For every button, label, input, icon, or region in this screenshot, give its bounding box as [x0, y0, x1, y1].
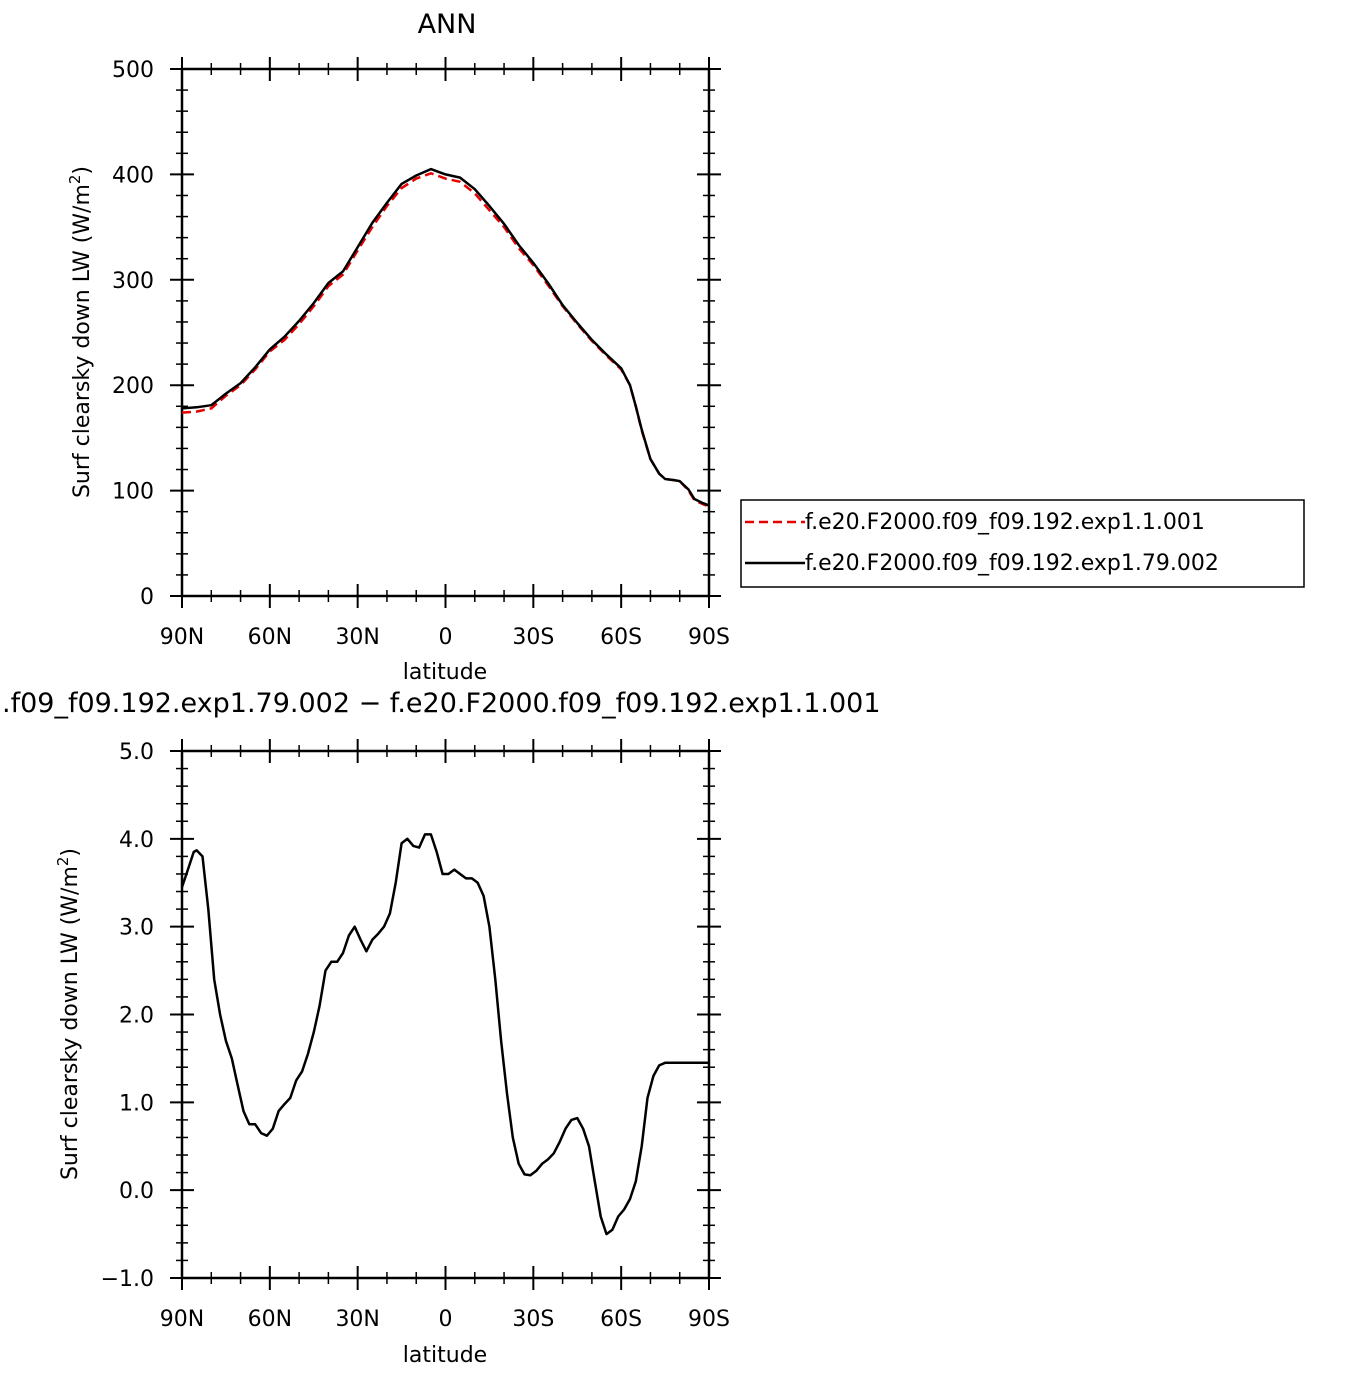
legend-label-exp1-1-001: f.e20.F2000.f09_f09.192.exp1.1.001: [805, 510, 1205, 535]
top-series-line-1: [181, 167, 710, 507]
top-xtick-label-4: 30S: [512, 625, 554, 650]
legend: f.e20.F2000.f09_f09.192.exp1.1.001 f.e20…: [740, 499, 1305, 588]
bottom-chart-ylabel: Surf clearsky down LW (W/m2): [54, 848, 83, 1180]
top-chart-ticks: 0 100 200 300 400 500 90N 60N 30N 0 30S 60S 90S: [112, 57, 730, 650]
bottom-xtick-label-4: 30S: [512, 1307, 554, 1332]
top-ytick-label-4: 400: [112, 163, 154, 188]
top-xtick-label-0: 90N: [160, 625, 204, 650]
top-ytick-label-0: 0: [140, 585, 154, 610]
top-ytick-label-5: 500: [112, 58, 154, 83]
bottom-xtick-label-3: 0: [439, 1307, 453, 1332]
legend-label-exp1-79-002: f.e20.F2000.f09_f09.192.exp1.79.002: [805, 551, 1219, 576]
bottom-ytick-label-2: 1.0: [119, 1091, 154, 1116]
bottom-xtick-label-5: 60S: [600, 1307, 642, 1332]
bottom-series-line-0: [180, 833, 709, 1236]
top-xtick-label-5: 60S: [600, 625, 642, 650]
top-series-line-0: [181, 172, 710, 508]
top-chart-frame: [180, 67, 711, 598]
top-xtick-label-1: 60N: [248, 625, 292, 650]
bottom-ytick-label-6: 5.0: [119, 740, 154, 765]
bottom-ytick-label-3: 2.0: [119, 1004, 154, 1029]
top-xtick-label-2: 30N: [335, 625, 379, 650]
top-ytick-label-2: 200: [112, 374, 154, 399]
bottom-xtick-label-2: 30N: [335, 1307, 379, 1332]
bottom-xtick-label-1: 60N: [248, 1307, 292, 1332]
bottom-chart-title: .f09_f09.192.exp1.79.002 − f.e20.F2000.f…: [2, 688, 881, 719]
bottom-chart-ticks: −1.0 0.0 1.0 2.0 3.0 4.0 5.0 90N 60N 30N 0 30S 60S 90…: [101, 739, 730, 1332]
top-chart-xlabel: latitude: [403, 660, 487, 685]
bottom-chart-series: [180, 833, 709, 1236]
top-xtick-label-6: 90S: [688, 625, 730, 650]
bottom-chart-xlabel: latitude: [403, 1343, 487, 1368]
bottom-ytick-label-1: 0.0: [119, 1179, 154, 1204]
top-chart-series: [181, 167, 710, 508]
legend-box: [740, 499, 1305, 588]
top-chart-ylabel: Surf clearsky down LW (W/m2): [66, 166, 95, 498]
bottom-ytick-label-0: −1.0: [101, 1267, 154, 1292]
bottom-chart-panel: .f09_f09.192.exp1.79.002 − f.e20.F2000.f…: [2, 688, 881, 1368]
top-xtick-label-3: 0: [439, 625, 453, 650]
bottom-ytick-label-5: 4.0: [119, 828, 154, 853]
bottom-ytick-label-4: 3.0: [119, 916, 154, 941]
top-chart-title: ANN: [418, 9, 477, 40]
bottom-xtick-label-6: 90S: [688, 1307, 730, 1332]
bottom-xtick-label-0: 90N: [160, 1307, 204, 1332]
top-ytick-label-3: 300: [112, 269, 154, 294]
top-ytick-label-1: 100: [112, 480, 154, 505]
